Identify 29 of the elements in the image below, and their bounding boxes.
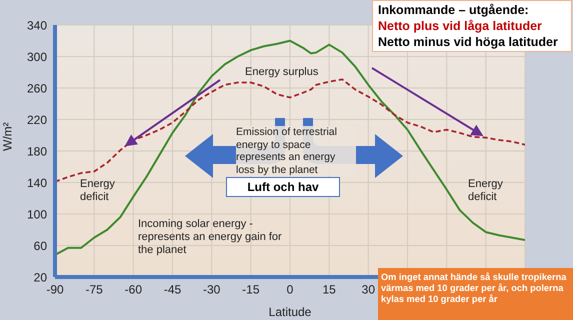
x-tick-label: 30 <box>362 282 376 297</box>
x-tick-label: -30 <box>202 282 221 297</box>
x-tick-label: -60 <box>124 282 142 297</box>
y-tick-label: 100 <box>26 207 48 222</box>
y-tick-label: 140 <box>26 176 48 190</box>
annotation: Om inget annat hände så skulle tropikerna värmas med 10 grader per år, och polerna kylas med 10 grader per år <box>381 272 568 306</box>
annotation: Energy surplus <box>245 66 318 80</box>
annotation: Incoming solar energy - represents an energy gain for the planet <box>138 218 283 258</box>
x-tick-label: 15 <box>322 282 336 297</box>
y-tick-label: 180 <box>26 144 48 158</box>
y-tick-label: 300 <box>26 50 48 64</box>
y-tick-label: 20 <box>34 270 48 284</box>
y-tick-label: 220 <box>26 112 48 127</box>
annotation: Netto minus vid höga latituder <box>378 35 558 50</box>
y-axis-title: W/m² <box>0 122 14 151</box>
y-tick-label: 60 <box>34 238 48 253</box>
x-tick-label: -15 <box>242 282 260 297</box>
x-tick-label: -90 <box>46 282 64 297</box>
x-tick-label: 0 <box>286 282 294 297</box>
annotation: Netto plus vid låga latituder <box>378 19 542 34</box>
annotation: Energy deficit <box>468 178 504 204</box>
annotation: Energy deficit <box>80 178 116 204</box>
x-tick-label: -75 <box>85 282 104 297</box>
x-tick-label: -45 <box>164 282 182 297</box>
annotation: Emission of terrestrial energy to space represents an energy loss by the planet <box>236 126 356 176</box>
x-axis-title: Latitude <box>268 305 312 319</box>
y-tick-label: 260 <box>26 81 48 96</box>
y-tick-label: 340 <box>26 18 48 32</box>
text: Inkommande – utgående: <box>378 3 529 18</box>
